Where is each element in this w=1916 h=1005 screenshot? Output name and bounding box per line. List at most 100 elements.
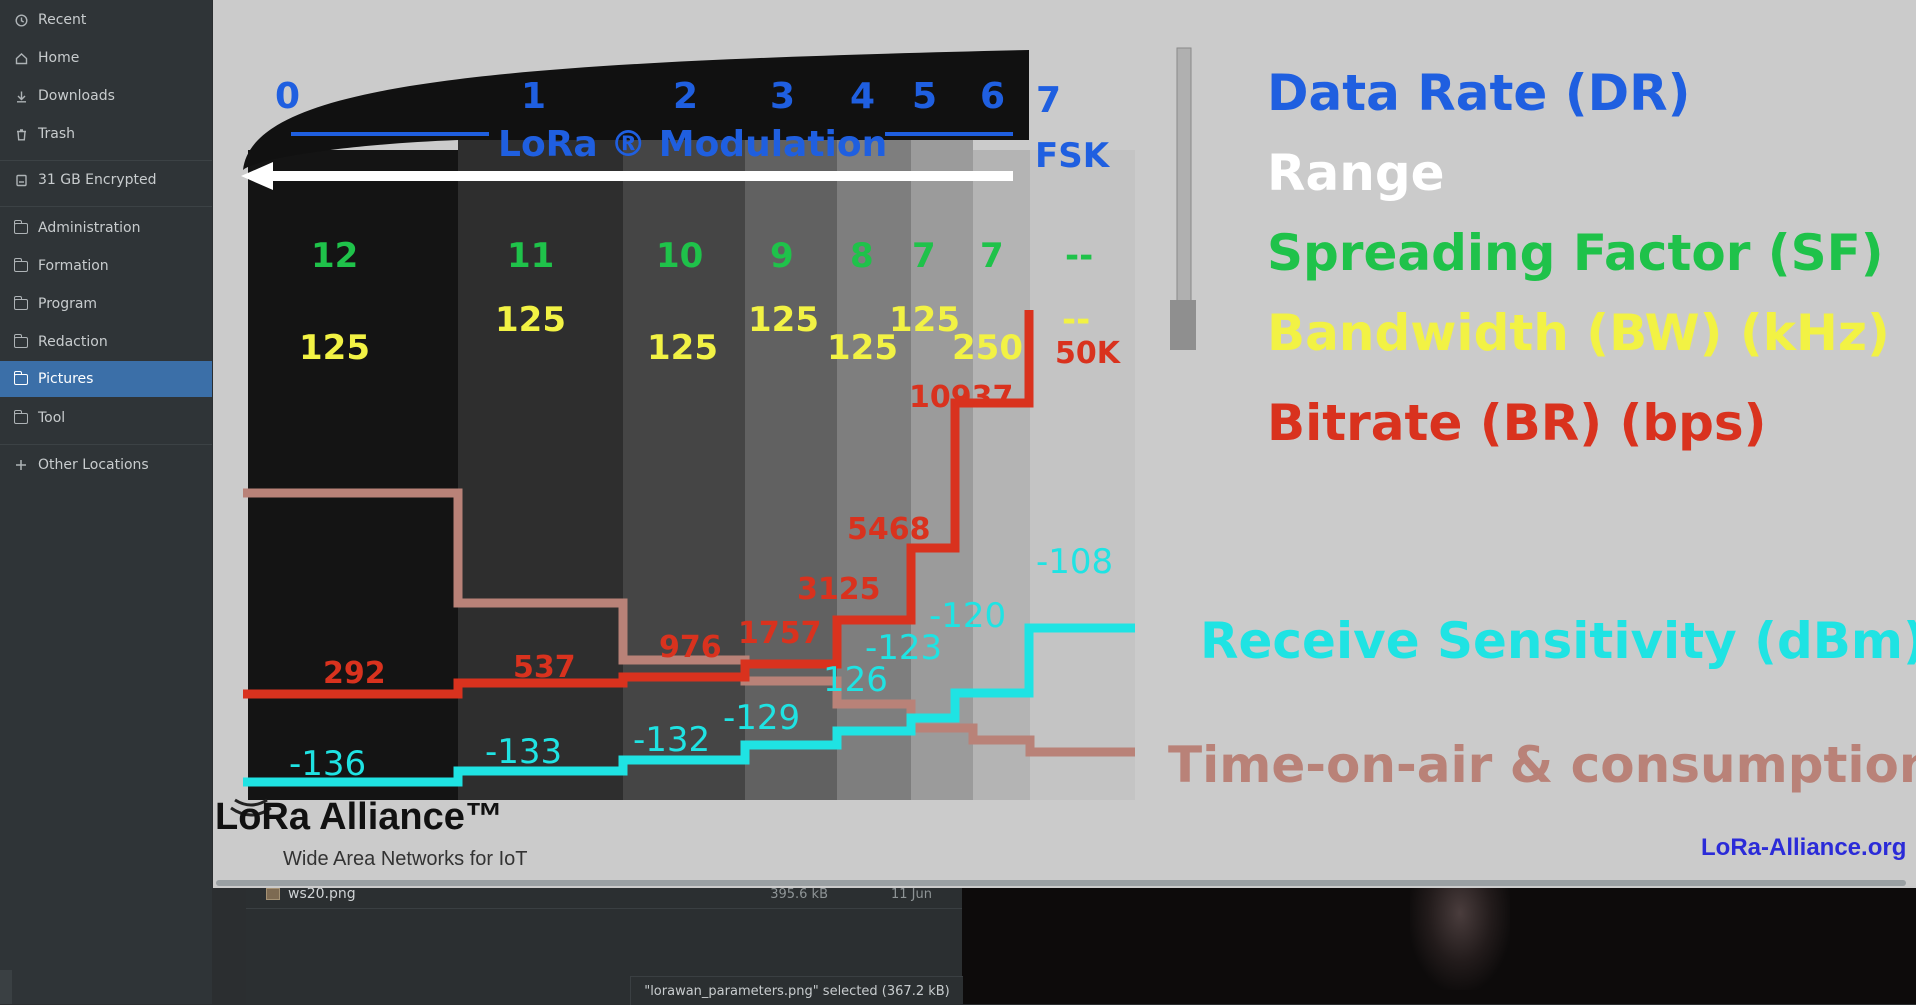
file-name: ws20.png xyxy=(288,886,356,902)
sidebar-item-label: Administration xyxy=(38,220,141,236)
br-label: 537 xyxy=(513,650,576,685)
bw-label: 125 xyxy=(299,328,370,368)
sensitivity-line xyxy=(243,623,1135,787)
sidebar-item-formation[interactable]: Formation xyxy=(0,248,212,284)
sf-label: 12 xyxy=(311,236,359,276)
dr-label: 6 xyxy=(980,76,1006,117)
sidebar-item-label: 31 GB Encrypted xyxy=(38,172,157,188)
column-dr5 xyxy=(911,130,973,800)
clock-icon xyxy=(14,13,28,27)
bw-label: 125 xyxy=(647,328,718,368)
sidebar-item-trash[interactable]: Trash xyxy=(0,116,212,152)
sidebar-item-home[interactable]: Home xyxy=(0,40,212,76)
plus-icon xyxy=(14,458,28,472)
folder-icon xyxy=(13,370,28,386)
br-label: 976 xyxy=(659,630,722,665)
sidebar-item-label: Other Locations xyxy=(38,457,149,473)
dr-label: 2 xyxy=(673,76,699,117)
sidebar-item-label: Program xyxy=(38,296,98,312)
legend-time-on-air: Time-on-air & consumption xyxy=(1168,736,1916,794)
sidebar-item-recent[interactable]: Recent xyxy=(0,2,212,38)
sidebar: Recent Home Downloads Trash 31 GB Encryp… xyxy=(0,0,212,1004)
br-label: 292 xyxy=(323,656,386,691)
sidebar-item-label: Downloads xyxy=(38,88,115,104)
sidebar-item-label: Formation xyxy=(38,258,109,274)
logo-tagline: Wide Area Networks for IoT xyxy=(283,848,528,870)
sidebar-item-downloads[interactable]: Downloads xyxy=(0,78,212,114)
home-icon xyxy=(14,51,28,65)
folder-icon xyxy=(13,333,28,349)
legend-bitrate: Bitrate (BR) (bps) xyxy=(1267,394,1767,452)
legend-spreading-factor: Spreading Factor (SF) xyxy=(1267,224,1884,282)
sidebar-separator xyxy=(0,160,212,161)
br-label: 5468 xyxy=(847,512,931,547)
sidebar-item-administration[interactable]: Administration xyxy=(0,210,212,246)
legend-data-rate: Data Rate (DR) xyxy=(1267,64,1691,122)
sidebar-item-label: Pictures xyxy=(38,371,94,387)
folder-icon xyxy=(13,219,28,235)
antenna-mount xyxy=(1170,300,1196,350)
br-label: 10937 xyxy=(909,380,1014,415)
sf-label: 10 xyxy=(656,236,704,276)
sensitivity-label: -133 xyxy=(485,732,563,772)
legend-bandwidth: Bandwidth (BW) (kHz) xyxy=(1267,304,1890,362)
modulation-label: LoRa ® Modulation xyxy=(498,124,888,165)
sidebar-item-other-locations[interactable]: Other Locations xyxy=(0,447,212,483)
download-icon xyxy=(14,89,28,103)
folder-icon xyxy=(13,409,28,425)
sensitivity-label: -129 xyxy=(723,698,801,738)
bw-label: 125 xyxy=(748,300,819,340)
column-dr3 xyxy=(745,120,837,800)
lorawan-diagram xyxy=(230,47,1196,817)
br-label: 1757 xyxy=(738,616,822,651)
dr-label: 4 xyxy=(850,76,876,117)
file-row[interactable]: ws20.png 395.6 kB 11 Jun xyxy=(246,880,962,909)
sf-label: 9 xyxy=(770,236,794,276)
folder-icon xyxy=(13,295,28,311)
sidebar-separator xyxy=(0,444,212,445)
column-dr7 xyxy=(1030,150,1135,800)
legend-receive-sensitivity: Receive Sensitivity (dBm) xyxy=(1200,612,1916,670)
dr-label: 1 xyxy=(521,76,547,117)
file-size: 395.6 kB xyxy=(770,886,828,902)
sidebar-item-pictures[interactable]: Pictures xyxy=(0,361,212,397)
column-dr4 xyxy=(837,120,911,800)
sensitivity-label: -132 xyxy=(633,720,711,760)
fsk-label: FSK xyxy=(1035,136,1110,176)
sensitivity-label: -123 xyxy=(865,628,943,668)
dr-label: 0 xyxy=(275,76,301,117)
sidebar-item-encrypted-drive[interactable]: 31 GB Encrypted xyxy=(0,162,212,198)
image-file-icon xyxy=(266,888,280,900)
sf-label: 8 xyxy=(850,236,874,276)
sidebar-separator xyxy=(0,206,212,207)
sidebar-item-label: Home xyxy=(38,50,80,66)
sidebar-resize-handle[interactable] xyxy=(0,970,12,1004)
sf-label: 7 xyxy=(980,236,1004,276)
bw-label: 125 xyxy=(827,328,898,368)
sensitivity-label: -136 xyxy=(289,744,367,784)
folder-icon xyxy=(13,257,28,273)
legend-range: Range xyxy=(1267,144,1445,202)
dr-label: 7 xyxy=(1036,80,1062,121)
site-link: LoRa-Alliance.org xyxy=(1701,834,1907,861)
bitrate-line xyxy=(243,310,1034,699)
bw-label: 125 xyxy=(889,300,960,340)
sidebar-item-tool[interactable]: Tool xyxy=(0,400,212,436)
sidebar-item-redaction[interactable]: Redaction xyxy=(0,324,212,360)
viewer-scrollbar[interactable] xyxy=(216,880,1906,886)
sidebar-item-program[interactable]: Program xyxy=(0,286,212,322)
image-viewer[interactable]: 0 1 2 3 4 5 6 7 LoRa ® Modulation FSK 12… xyxy=(213,0,1916,888)
br-label: 3125 xyxy=(797,572,881,607)
range-arrow-head xyxy=(241,162,273,190)
sf-label: -- xyxy=(1065,236,1094,276)
column-dr2 xyxy=(623,125,745,800)
lora-alliance-logo: LoRa Alliance™ xyxy=(215,796,503,838)
dr-label: 5 xyxy=(912,76,938,117)
logo-waves xyxy=(230,798,272,817)
column-dr1 xyxy=(458,130,623,800)
preview-image xyxy=(1410,880,1510,990)
sensitivity-label: 126 xyxy=(823,660,888,700)
time-on-air-line xyxy=(243,488,1135,757)
bw-label: 250 xyxy=(952,328,1023,368)
drive-icon xyxy=(14,173,28,187)
